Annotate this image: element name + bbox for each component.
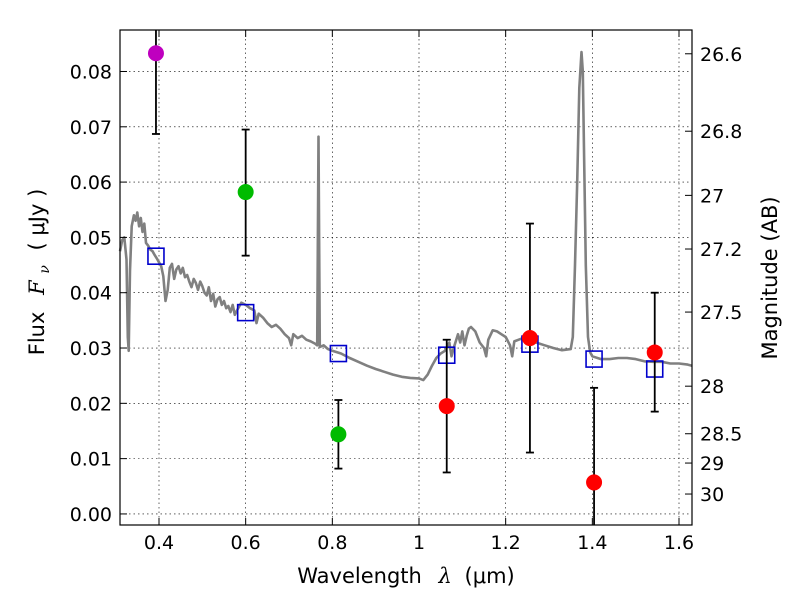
- model-photometry-square: [329, 344, 348, 363]
- series-layer: [118, 30, 693, 525]
- y-tick-label: 0.05: [70, 227, 112, 249]
- y-tick-label: 0.08: [70, 61, 112, 83]
- y-tick-label: 0.07: [70, 117, 112, 139]
- y2-tick-label: 28: [700, 376, 724, 398]
- y-axis-label: Flux F ν ( μJy ): [25, 189, 54, 356]
- x-axis-symbol: λ: [438, 564, 452, 588]
- y2-tick-label: 27.5: [700, 302, 742, 324]
- x-tick-label: 0.6: [231, 532, 261, 554]
- y2-axis-label: Magnitude (AB): [758, 196, 782, 359]
- axes: 0.4 0.6 0.8 1 1.2 1.4 1.6 0.00 0.01 0.02 0.03 0.04 0…: [70, 30, 742, 554]
- model-photometry-square: [585, 350, 603, 368]
- x-tick-label: 1.4: [577, 532, 607, 554]
- spectrum-line: [118, 50, 693, 382]
- x-tick-label: 0.4: [144, 532, 174, 554]
- observed-flux-point: [586, 474, 603, 491]
- y2-tick-label: 29: [700, 453, 724, 475]
- observed-flux-point: [147, 45, 164, 62]
- y2-tick-label: 27: [700, 185, 724, 207]
- y-tick-label: 0.06: [70, 172, 112, 194]
- y2-tick-label: 26.6: [700, 44, 742, 66]
- y-tick-label: 0.04: [70, 283, 112, 305]
- x-axis-unit: (μm): [465, 564, 515, 588]
- y2-tick-label: 26.8: [700, 121, 742, 143]
- y-axis-label-text: Flux: [25, 312, 49, 356]
- observed-flux-point: [438, 398, 455, 415]
- y-tick-label: 0.03: [70, 338, 112, 360]
- plot-frame: [119, 29, 693, 526]
- observed-flux-point: [521, 330, 538, 347]
- y-tick-label: 0.02: [70, 393, 112, 415]
- y-tick-label: 0.01: [70, 449, 112, 471]
- x-axis-label-text: Wavelength: [297, 564, 422, 588]
- observed-flux-point: [646, 344, 663, 361]
- y2-tick-label: 30: [700, 484, 724, 506]
- x-tick-label: 1.6: [664, 532, 694, 554]
- x-tick-label: 0.8: [317, 532, 347, 554]
- model-photometry-square: [236, 303, 255, 322]
- y-axis-subscript: ν: [37, 265, 53, 274]
- x-tick-label: 1.2: [491, 532, 521, 554]
- y2-tick-label: 28.5: [700, 424, 742, 446]
- y-axis-unit: ( μJy ): [25, 189, 49, 251]
- x-tick-label: 1: [413, 532, 425, 554]
- observed-flux-point: [330, 426, 347, 443]
- y2-tick-label: 27.2: [700, 239, 742, 261]
- y-tick-label: 0.00: [70, 504, 112, 526]
- grid-lines: [120, 30, 692, 525]
- y-axis-symbol: F: [25, 279, 49, 296]
- x-axis-label: Wavelength λ (μm): [297, 564, 514, 588]
- model-photometry-square: [147, 247, 165, 266]
- observed-flux-point: [237, 184, 254, 201]
